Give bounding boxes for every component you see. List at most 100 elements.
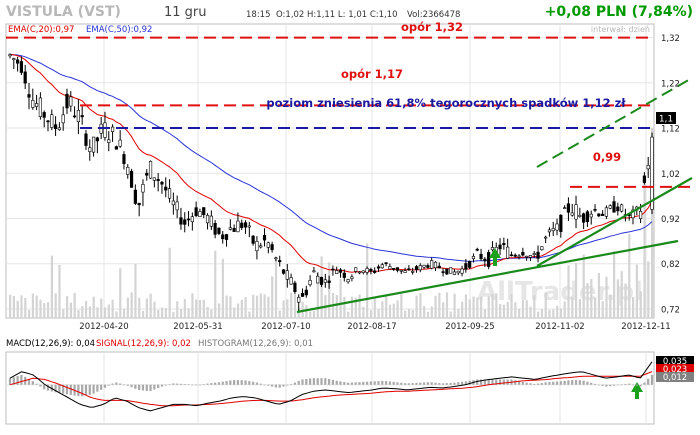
- histogram-bar: [8, 378, 12, 385]
- candle: [585, 210, 590, 227]
- candle: [274, 256, 278, 262]
- volume-bar: [404, 310, 407, 318]
- candle: [506, 238, 510, 260]
- candle: [395, 267, 400, 273]
- histogram-bar: [217, 382, 221, 385]
- x-tick-label: 2012-09-25: [445, 322, 494, 332]
- histogram-bar: [263, 384, 266, 386]
- last-price-tag: [656, 112, 676, 124]
- candle: [536, 245, 540, 263]
- histogram-bar: [502, 379, 505, 385]
- candle: [281, 269, 286, 275]
- volume-bar: [430, 306, 433, 318]
- ohlc-label: O:1,02 H:1,11 L: 1,01 C:1,10: [276, 10, 398, 20]
- histogram-bar: [293, 382, 297, 385]
- histogram-bar: [179, 383, 183, 385]
- histogram-bar: [479, 379, 483, 385]
- macd-y-tick-label: 0,012: [663, 373, 687, 383]
- volume-bar: [183, 298, 186, 318]
- histogram-bar: [639, 384, 642, 387]
- candle: [388, 263, 392, 270]
- volume-bar: [252, 294, 255, 318]
- volume-bar: [164, 308, 167, 318]
- histogram-bar: [206, 383, 209, 385]
- y-tick-label: 1,02: [661, 170, 680, 180]
- volume-bar: [88, 306, 91, 318]
- macd-y-tick-label: 0,023: [663, 365, 687, 375]
- histogram-bar: [160, 384, 164, 387]
- candle: [456, 270, 460, 276]
- volume-bar: [578, 299, 582, 318]
- histogram-bar: [301, 379, 304, 385]
- histogram-bar: [290, 384, 293, 385]
- macd-panel: [5, 351, 655, 425]
- histogram-bar: [460, 381, 464, 385]
- volume-bar: [305, 305, 308, 318]
- histogram-bar: [525, 382, 528, 385]
- candle: [285, 263, 289, 288]
- histogram-bar: [145, 384, 148, 391]
- histogram-bar: [403, 383, 407, 385]
- histogram-bar: [210, 383, 213, 385]
- volume-bar: [244, 296, 247, 318]
- histogram-bar: [309, 378, 312, 385]
- legend-signal: SIGNAL(12,26,9): 0,02: [96, 339, 191, 349]
- candle: [236, 212, 240, 233]
- histogram-bar: [164, 384, 167, 386]
- volume-bar: [293, 293, 297, 318]
- volume-bar: [111, 299, 114, 318]
- histogram-bar: [563, 380, 566, 385]
- volume-bar: [537, 311, 540, 318]
- candle: [156, 173, 160, 192]
- histogram-bar: [229, 380, 232, 385]
- volume-bar: [81, 306, 84, 318]
- candle: [72, 106, 77, 119]
- candle: [445, 268, 449, 275]
- histogram-bar: [153, 384, 156, 390]
- histogram-bar: [259, 383, 262, 385]
- candle: [517, 254, 521, 260]
- volume-bar: [217, 303, 221, 318]
- histogram-bar: [278, 384, 281, 388]
- volume-bar: [624, 283, 627, 318]
- histogram-bar: [134, 384, 137, 389]
- histogram-bar: [441, 383, 445, 385]
- candle: [376, 264, 381, 273]
- histogram-bar: [571, 380, 574, 385]
- volume-bar: [423, 306, 426, 318]
- volume-bar: [255, 295, 259, 318]
- volume-bar: [16, 300, 19, 318]
- volume-bar: [290, 292, 293, 318]
- candle: [373, 267, 377, 274]
- histogram-bar: [544, 382, 547, 385]
- volume-bar: [263, 294, 266, 318]
- volume-bar: [647, 261, 650, 318]
- histogram-bar: [77, 384, 80, 397]
- volume-bar: [525, 300, 528, 318]
- volume-bar: [609, 294, 612, 318]
- histogram-bar: [312, 378, 316, 385]
- candle: [646, 157, 650, 178]
- histogram-bar: [138, 384, 141, 391]
- histogram-bar: [316, 378, 319, 385]
- volume-bar: [651, 128, 654, 318]
- candle: [589, 210, 593, 225]
- candle: [574, 195, 578, 229]
- histogram-bar: [58, 384, 61, 394]
- histogram-bar: [103, 384, 107, 388]
- candle: [403, 267, 407, 273]
- candle: [559, 214, 563, 238]
- candle: [190, 212, 194, 231]
- histogram-bar: [643, 382, 646, 385]
- histogram-bar: [12, 377, 15, 385]
- volume-bar: [141, 310, 145, 318]
- candle: [19, 56, 23, 75]
- macd-value-tag: [656, 364, 694, 374]
- histogram-bar: [31, 381, 34, 385]
- histogram-bar: [198, 384, 202, 386]
- macd-value-tag: [656, 372, 694, 382]
- candle: [327, 275, 331, 289]
- volume-bar: [328, 262, 331, 318]
- ticker-title: VISTULA (VST): [6, 4, 121, 20]
